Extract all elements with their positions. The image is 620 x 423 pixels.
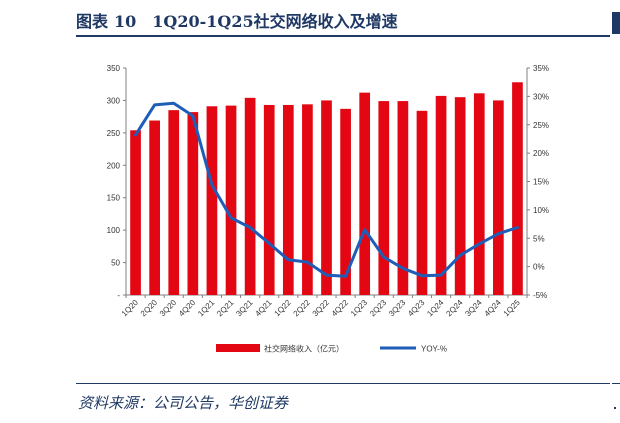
x-tick-label: 4Q21 [253,298,274,319]
left-tick-label: 250 [107,129,121,138]
x-tick-label: 3Q20 [158,298,179,319]
legend-line-label: YOY-% [421,345,447,354]
x-tick-label: 4Q24 [483,298,504,319]
left-tick-label: 150 [107,194,121,203]
x-tick-label: 1Q22 [273,298,294,319]
bar [187,112,199,295]
left-tick-label: - [117,291,120,300]
right-tick-label: 25% [533,121,549,130]
bar [321,100,332,295]
x-tick-label: 4Q22 [330,298,351,319]
bar [397,101,409,295]
x-tick-label: 2Q22 [292,298,313,319]
x-tick-label: 2Q23 [368,298,389,319]
bar [435,95,447,295]
right-tick-label: 20% [533,149,549,158]
figure-title-text: 1Q20-1Q25社交网络收入及增速 [152,12,398,31]
right-tick-label: 10% [533,206,549,215]
x-tick-label: 2Q21 [215,298,236,319]
bar [168,110,180,296]
x-tick-label: 1Q23 [349,298,370,319]
left-tick-label: 350 [107,64,121,73]
right-tick-label: 5% [533,234,545,243]
x-tick-label: 3Q21 [234,298,255,319]
right-tick-label: 15% [533,178,549,187]
bar [359,92,371,295]
x-tick-label: 1Q21 [196,298,217,319]
footer-rule [76,383,610,384]
bar [244,97,256,295]
x-tick-label: 1Q25 [502,298,523,319]
right-tick-label: 30% [533,92,549,101]
right-tick-label: 0% [533,263,545,272]
x-tick-label: 2Q20 [139,298,160,319]
source-note: 资料来源：公司公告，华创证券 [78,394,289,412]
x-tick-label: 4Q23 [406,298,427,319]
x-tick-label: 3Q23 [387,298,408,319]
bar [206,106,218,295]
left-tick-label: 200 [107,161,121,170]
bar [493,100,504,295]
chart-area: - 50 100 150 200 250 300 350 -5% 0% 5% 10% 15% 20% 25%… [107,64,549,354]
x-tick-label: 2Q24 [444,298,465,319]
bar [416,110,428,295]
bar [282,104,294,296]
bar [130,130,141,295]
bar [473,93,485,295]
right-tick-label: -5% [533,291,547,300]
legend-bar-label: 社交网络收入（亿元） [264,344,344,354]
right-tick-label: 35% [533,64,549,73]
bar [225,105,237,295]
bar [149,120,160,295]
left-tick-label: 100 [107,226,121,235]
x-tick-label: 3Q22 [311,298,332,319]
adjacent-dot [614,407,616,409]
x-tick-label: 1Q20 [120,298,141,319]
bar [263,104,275,296]
x-tick-label: 1Q24 [425,298,446,319]
adjacent-footer-edge [612,383,620,384]
left-tick-label: 50 [111,259,120,268]
figure-number: 10 [114,12,137,31]
left-tick-label: 300 [107,96,121,105]
bar [378,101,390,295]
bar [512,82,523,295]
figure-header: 图表 10 1Q20-1Q25社交网络收入及增速 [0,0,620,40]
x-tick-label: 3Q24 [463,298,484,319]
yoy-line [134,101,519,278]
bar [454,97,466,295]
adjacent-figure-edge [612,12,620,34]
figure-title: 图表 10 1Q20-1Q25社交网络收入及增速 [76,8,398,32]
header-rule [76,35,610,37]
bar [302,104,313,295]
figure-label: 图表 [76,12,109,31]
x-tick-label: 4Q20 [177,298,198,319]
bar [340,108,351,295]
legend-bar-swatch [216,344,260,352]
